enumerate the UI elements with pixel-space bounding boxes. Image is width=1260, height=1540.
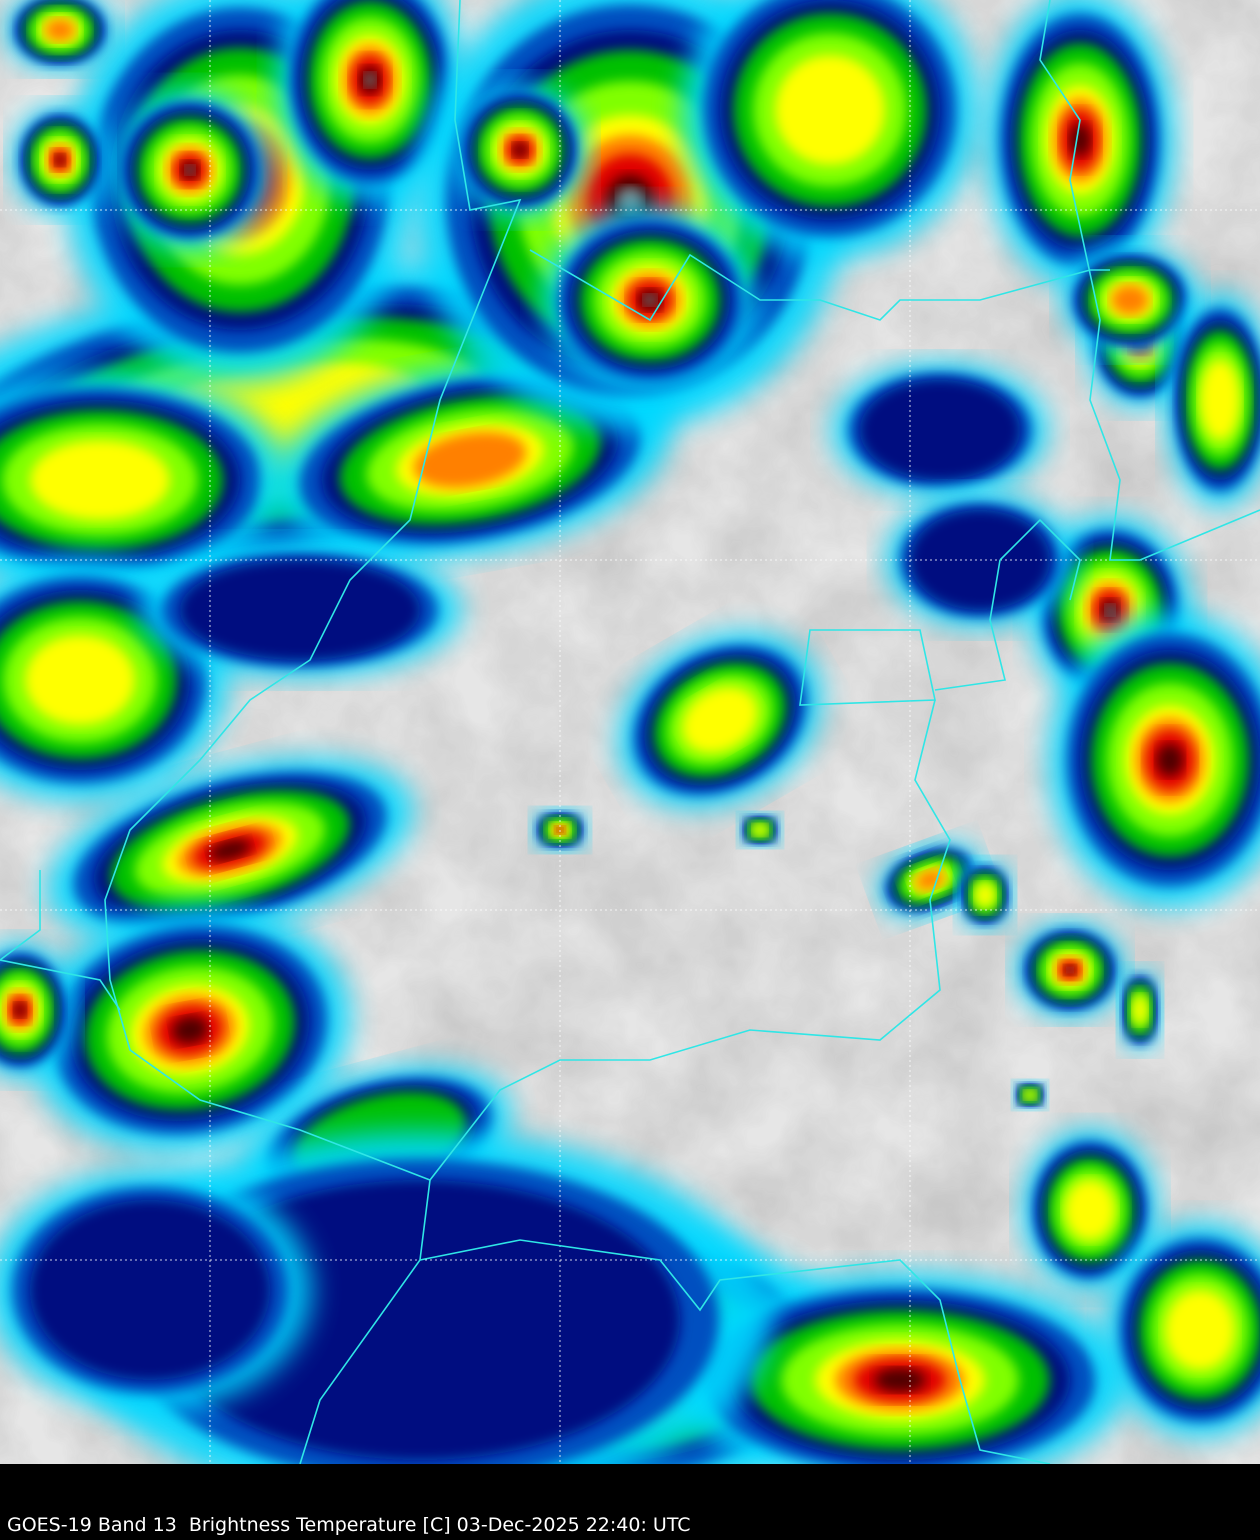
- satellite-map: [0, 0, 1260, 1464]
- boundary-line: [529, 249, 1110, 322]
- boundary-line: [0, 870, 121, 1011]
- storm-cell: [1048, 611, 1260, 909]
- storm-contour: [1132, 995, 1148, 1025]
- storm-contour: [752, 824, 768, 836]
- storm-contour: [1200, 360, 1240, 440]
- storm-cell: [618, 631, 822, 809]
- storm-cell: [1166, 292, 1260, 508]
- storm-cell: [109, 89, 271, 251]
- storm-contour: [512, 142, 528, 158]
- storm-contour: [172, 1016, 208, 1044]
- storm-cell: [0, 942, 74, 1078]
- storm-contour: [860, 380, 1020, 480]
- storm-cell: [452, 82, 588, 218]
- storm-contour: [25, 635, 135, 725]
- storm-contour: [682, 687, 758, 753]
- storm-contour: [975, 882, 995, 908]
- storm-cell: [877, 843, 983, 917]
- storm-contour: [413, 431, 527, 489]
- storm-cell: [46, 757, 414, 943]
- boundary-line: [429, 699, 951, 1181]
- storm-contour: [1066, 967, 1074, 973]
- storm-cell: [138, 542, 462, 678]
- storm-cell: [1016, 922, 1124, 1018]
- lat-lon-grid: [0, 0, 1260, 1464]
- storm-cell: [958, 861, 1012, 929]
- image-caption: GOES-19 Band 13 Brightness Temperature […: [7, 1514, 691, 1536]
- storm-contour: [915, 869, 945, 891]
- storm-contour: [643, 294, 657, 306]
- storm-contour: [180, 560, 420, 660]
- storm-cell: [1022, 1129, 1158, 1291]
- storm-contour: [1065, 1180, 1115, 1240]
- storm-contour: [1156, 743, 1184, 777]
- storm-contour: [30, 440, 170, 520]
- storm-contour: [775, 55, 885, 165]
- storm-contour: [1105, 604, 1115, 616]
- storm-cell: [1119, 969, 1161, 1051]
- storm-contour: [209, 839, 251, 861]
- boundary-line: [934, 518, 1081, 691]
- storm-cell: [670, 1272, 1130, 1464]
- storm-contour: [1165, 1290, 1235, 1370]
- storm-cell: [739, 813, 781, 847]
- storm-cell: [29, 907, 351, 1153]
- storm-cell: [985, 0, 1175, 289]
- storm-cell: [275, 0, 465, 202]
- storm-contour: [1069, 123, 1091, 157]
- storm-cell: [1062, 246, 1198, 354]
- storm-contour: [44, 18, 76, 42]
- boundary-line: [104, 0, 522, 1464]
- storm-cell: [12, 106, 108, 214]
- storm-cell: [832, 362, 1048, 498]
- storm-cell: [6, 0, 114, 71]
- storm-cell: [0, 1168, 312, 1412]
- storm-contour: [185, 165, 195, 175]
- storm-layer: [0, 0, 1260, 1464]
- storm-cell: [0, 372, 289, 588]
- storm-contour: [54, 154, 66, 166]
- storm-contour: [364, 72, 376, 88]
- storm-contour: [30, 1200, 270, 1380]
- storm-contour: [874, 1368, 926, 1392]
- storm-cell: [1105, 1222, 1260, 1438]
- boundary-line: [419, 1239, 1051, 1464]
- boundary-line: [1039, 0, 1260, 561]
- storm-contour: [1024, 1090, 1036, 1100]
- storm-cell: [681, 0, 979, 259]
- boundary-lines: [0, 0, 1260, 1464]
- storm-cell: [542, 205, 758, 395]
- storm-contour: [1111, 284, 1149, 316]
- storm-contour: [14, 1002, 26, 1018]
- storm-cell: [1013, 1081, 1047, 1109]
